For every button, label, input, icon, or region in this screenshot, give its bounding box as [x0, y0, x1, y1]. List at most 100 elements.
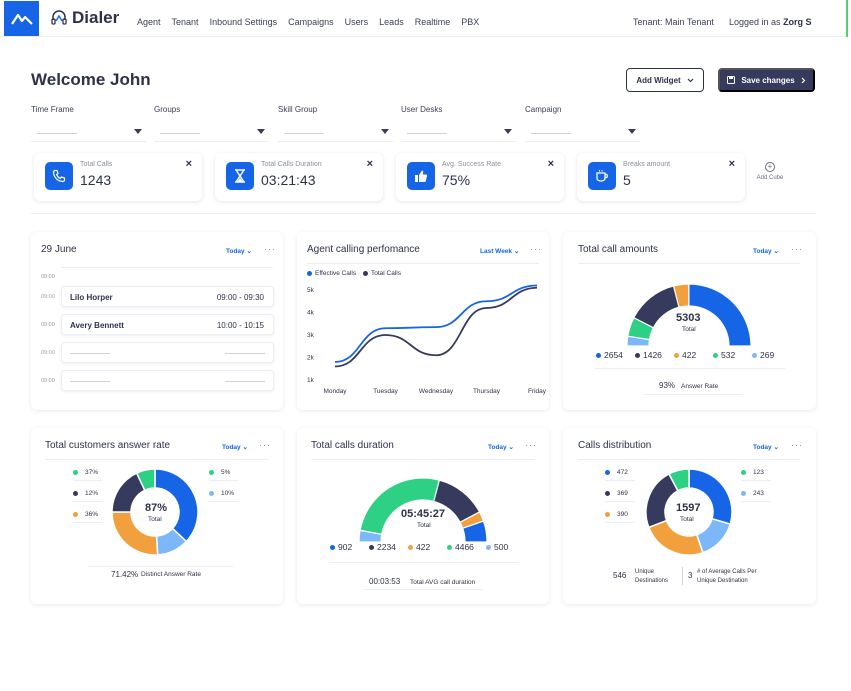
underline [605, 522, 635, 523]
legend-dot [447, 544, 452, 550]
nav-realtime[interactable]: Realtime [414, 17, 451, 27]
filter-user-desks: User Desks [401, 105, 516, 142]
semi-donut-chart [626, 283, 752, 347]
more-icon[interactable]: ··· [791, 244, 803, 254]
hour-label: 09:00 [41, 378, 55, 384]
legend-value: 269 [752, 350, 774, 360]
nav-agent[interactable]: Agent [137, 17, 161, 27]
legend-value-text: 2234 [377, 542, 396, 552]
more-icon[interactable]: ··· [530, 244, 542, 254]
schedule-entry[interactable]: Lilo Horper 09:00 - 09:30 [61, 286, 274, 307]
more-icon[interactable]: ··· [791, 440, 803, 450]
nav-leads[interactable]: Leads [379, 17, 404, 27]
avg-duration-label: Total AVG call duration [410, 579, 476, 586]
legend-value: 422 [408, 542, 430, 552]
legend-value-text: 269 [760, 350, 775, 360]
period-select[interactable]: Last Week ⌄ [480, 248, 520, 255]
add-widget-label: Add Widget [636, 75, 681, 85]
y-tick-label: 1k [307, 377, 315, 384]
legend-value: 500 [486, 542, 508, 552]
cube-label: Total Calls Duration [261, 161, 322, 168]
side-value: 369 [605, 490, 635, 502]
cube-total-duration: Total Calls Duration 03:21:43 × [215, 153, 383, 201]
legend-dot [605, 491, 610, 496]
center-label: Total [148, 516, 162, 523]
entry-time: 09:00 - 09:30 [216, 293, 264, 302]
legend-label: Total Calls [371, 270, 401, 277]
close-icon[interactable]: × [185, 158, 192, 170]
entry-name: Avery Bennett [70, 321, 124, 330]
save-changes-button[interactable]: Save changes [718, 68, 815, 92]
groups-select[interactable] [154, 120, 269, 142]
card-title: Agent calling perfomance [307, 244, 420, 255]
skill-group-select[interactable] [278, 120, 393, 142]
x-tick-label: Wednesday [419, 388, 454, 395]
answer-rate-label: Answer Rate [681, 383, 719, 390]
close-icon[interactable]: × [547, 158, 554, 170]
legend-value: 1426 [635, 350, 662, 360]
nav-pbx[interactable]: PBX [461, 17, 480, 27]
campaign-select[interactable] [525, 120, 640, 142]
close-icon[interactable]: × [366, 158, 373, 170]
side-value-text: 36% [85, 511, 99, 518]
add-widget-button[interactable]: Add Widget [626, 68, 704, 92]
period-select[interactable]: Today ⌄ [753, 248, 779, 255]
cube-label: Avg. Success Rate [442, 161, 502, 168]
side-value: 5% [209, 469, 239, 481]
period-select[interactable]: Today ⌄ [222, 444, 248, 451]
legend-value-text: 532 [721, 350, 736, 360]
user-menu[interactable]: Logged in as Zorg S [729, 17, 812, 27]
logo[interactable] [4, 1, 39, 36]
cube-value: 75% [442, 172, 471, 188]
user-desks-select[interactable] [401, 120, 516, 142]
tenant-selector[interactable]: Tenant: Main Tenant [633, 17, 714, 27]
more-icon[interactable]: ··· [264, 244, 276, 254]
schedule-entry[interactable]: Avery Bennett 10:00 - 10:15 [61, 314, 274, 335]
nav-campaigns[interactable]: Campaigns [288, 17, 334, 27]
donut-chart [645, 468, 733, 556]
period-select[interactable]: Today ⌄ [226, 248, 252, 255]
legend-dot [209, 491, 214, 496]
close-icon[interactable]: × [728, 158, 735, 170]
plus-icon: + [765, 162, 775, 172]
legend-dot [741, 470, 746, 475]
legend-value-text: 500 [494, 542, 509, 552]
side-value: 37% [73, 469, 103, 481]
underline [605, 501, 635, 502]
legend-value: 902 [330, 542, 352, 552]
schedule-empty-slot[interactable] [61, 342, 274, 363]
legend-dot [674, 352, 679, 358]
period-select[interactable]: Today ⌄ [488, 444, 514, 451]
placeholder-line [70, 381, 110, 382]
distinct-rate-value: 71.42% [111, 570, 139, 579]
nav-users[interactable]: Users [344, 17, 369, 27]
center-label: Total [417, 522, 431, 529]
legend-dot [605, 512, 610, 517]
add-cube-button[interactable]: + Add Cube [754, 162, 786, 181]
time-frame-select[interactable] [31, 120, 146, 142]
more-icon[interactable]: ··· [525, 440, 537, 450]
filter-skill-group: Skill Group [278, 105, 393, 142]
schedule-empty-slot[interactable] [61, 370, 274, 391]
divider [31, 213, 816, 214]
series-line [334, 284, 538, 363]
donut-chart [111, 468, 199, 556]
nav-tenant[interactable]: Tenant [171, 17, 199, 27]
status-edge [846, 0, 848, 37]
donut-segment [647, 519, 704, 556]
underline [307, 263, 539, 264]
top-bar: Dialer Agent Tenant Inbound Settings Cam… [0, 0, 848, 37]
underline [578, 459, 800, 460]
side-value-text: 390 [617, 511, 628, 518]
donut-segment [667, 468, 690, 492]
arc-segment [688, 283, 752, 347]
period-select[interactable]: Today ⌄ [753, 444, 779, 451]
more-icon[interactable]: ··· [259, 440, 271, 450]
cube-label: Breaks amount [623, 161, 671, 168]
legend-dot [307, 271, 312, 276]
nav-inbound-settings[interactable]: Inbound Settings [209, 17, 278, 27]
legend-dot [605, 470, 610, 475]
legend-dot [635, 352, 640, 358]
legend-value-text: 2654 [604, 350, 623, 360]
donut-segment [688, 468, 733, 526]
